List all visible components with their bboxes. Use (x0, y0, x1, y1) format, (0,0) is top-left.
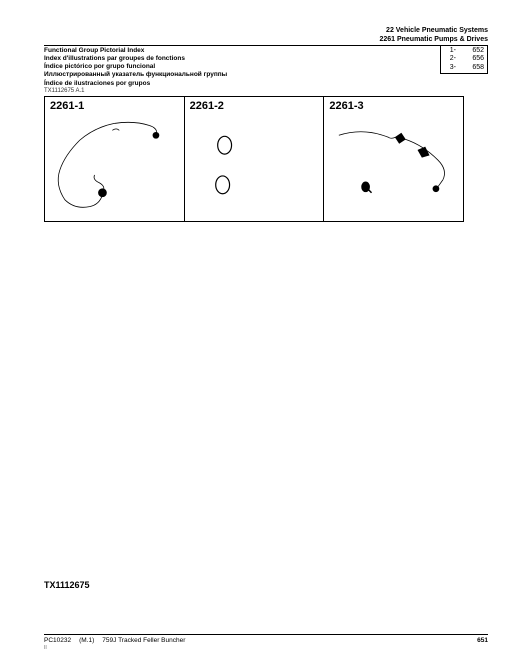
footer-rev: (M.1) (79, 637, 94, 644)
title-ru: Иллюстрированный указатель функционально… (44, 71, 488, 79)
section-line-1: 22 Vehicle Pneumatic Systems (379, 26, 488, 35)
panel-1: 2261-1 (45, 97, 185, 221)
footer-model: 759J Tracked Feller Buncher (102, 637, 185, 644)
title-block: Functional Group Pictorial Index Index d… (44, 45, 488, 88)
footer-doc: PC10232 (44, 637, 71, 644)
pictorial-panels: 2261-1 2261-2 2261-3 (44, 96, 464, 222)
figure-reference-bottom: TX1112675 (44, 580, 90, 590)
title-en: Functional Group Pictorial Index (44, 47, 488, 55)
panel-label: 2261-1 (50, 100, 179, 112)
footer-page-number: 651 (477, 637, 488, 644)
section-line-2: 2261 Pneumatic Pumps & Drives (379, 35, 488, 44)
panel-3: 2261-3 (324, 97, 463, 221)
hose-fitting-illustration (324, 115, 463, 220)
figure-reference-top: TX1112675 A.1 (44, 88, 84, 94)
footer-sub: II (44, 645, 47, 651)
panel-label: 2261-2 (190, 100, 319, 112)
section-header: 22 Vehicle Pneumatic Systems 2261 Pneuma… (379, 26, 488, 44)
page-footer: PC10232 (M.1) 759J Tracked Feller Bunche… (44, 634, 488, 644)
title-rule (44, 45, 488, 46)
hose-routing-illustration (45, 115, 184, 220)
panel-2: 2261-2 (185, 97, 325, 221)
title-pt: Índice de ilustraciones por grupos (44, 80, 488, 88)
panel-label: 2261-3 (329, 100, 458, 112)
footer-left: PC10232 (M.1) 759J Tracked Feller Bunche… (44, 637, 185, 644)
oring-illustration (185, 115, 324, 220)
